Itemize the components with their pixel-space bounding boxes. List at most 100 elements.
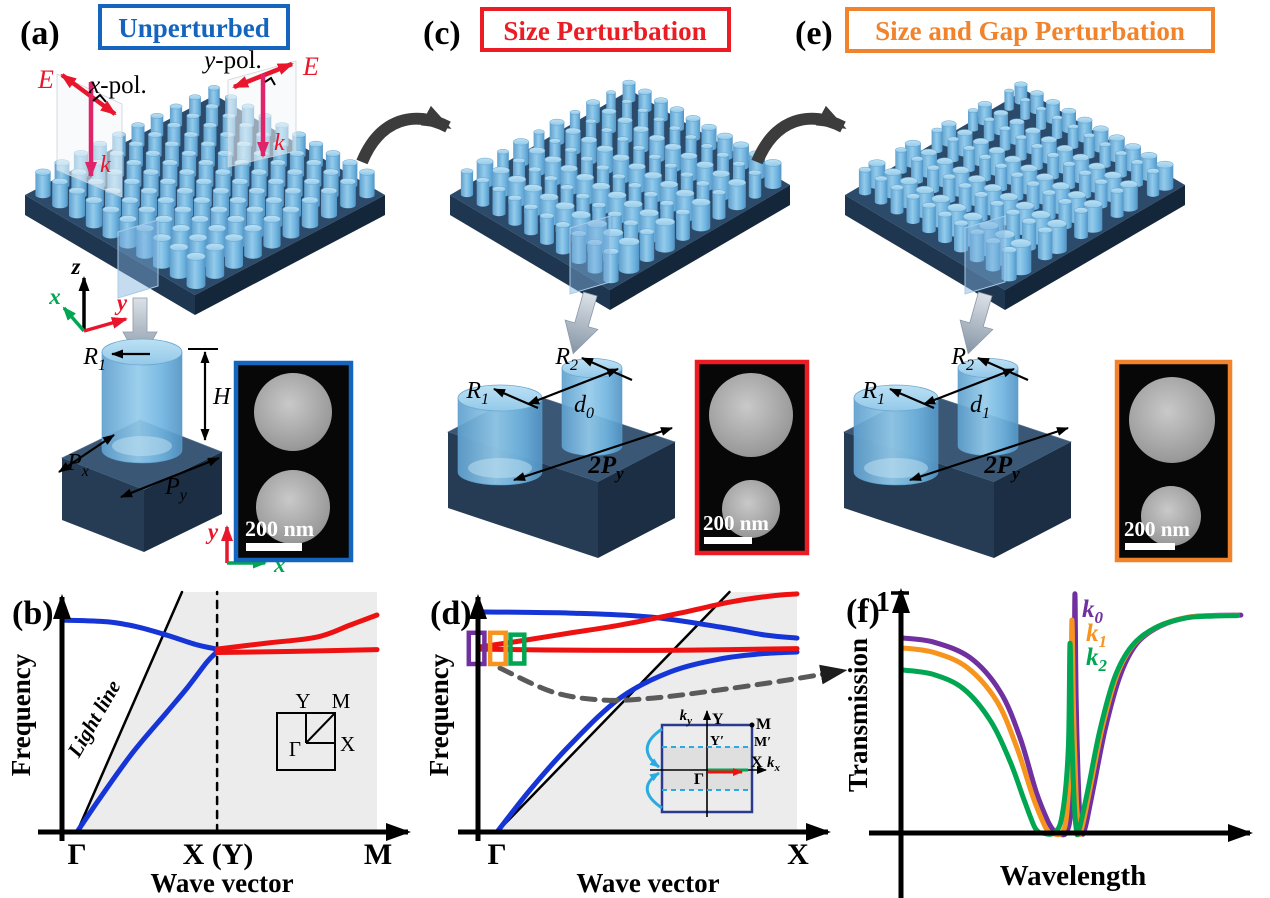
right-angle-mark	[264, 76, 276, 86]
nanopillar-top	[617, 116, 633, 124]
nanopillar-body	[119, 219, 137, 249]
unit-cell-highlight-c	[569, 215, 611, 295]
nanopillar-top	[555, 201, 575, 211]
nanopillar-top	[35, 168, 51, 176]
nanopillar-body	[225, 237, 243, 269]
sem-scale-label-e: 200 nm	[1124, 517, 1190, 541]
nanopillar-top	[999, 125, 1011, 131]
nanopillar-top	[169, 103, 183, 110]
nanopillar-top	[607, 210, 623, 218]
nanopillar-top	[983, 183, 1003, 193]
curve-blue-band-upper	[477, 609, 800, 641]
curve-guide-to-transmission	[497, 664, 848, 703]
nanopillar-top	[523, 184, 543, 193]
nanopillar-body	[460, 171, 474, 198]
nanopillar-top	[649, 134, 665, 142]
dim-label-R1: R1	[861, 378, 885, 408]
dim-label-Px: Px	[66, 450, 89, 480]
nanopillar-body	[968, 110, 979, 132]
nanopillar-top	[135, 224, 155, 233]
nanopillar-top	[1030, 90, 1044, 97]
nanopillar-top	[1083, 132, 1095, 139]
nanopillar-body	[186, 256, 206, 289]
sem-pillar-top	[254, 373, 332, 451]
nanopillar-top	[248, 187, 266, 195]
nanopillar-top	[617, 136, 629, 142]
ypol-label: y-pol.	[201, 47, 262, 74]
nanopillar-top	[560, 184, 574, 191]
nanopillar-top	[460, 168, 474, 175]
title-size-gap-perturbation: Size and Gap Perturbation	[875, 16, 1185, 46]
nanopillar-body	[102, 209, 120, 239]
nanopillar-top	[162, 159, 178, 167]
dim-arrow-Py	[120, 456, 220, 499]
nanopillar-top	[669, 106, 685, 113]
nanopillar-top	[910, 156, 924, 162]
nanopillar-top	[1130, 159, 1144, 165]
ylabel-frequency: Frequency	[424, 653, 454, 776]
nanopillar-top	[1088, 162, 1106, 171]
nanopillar-top	[51, 177, 69, 186]
nanopillar-top	[1119, 180, 1139, 189]
nanopillar-body	[263, 219, 281, 249]
nanopillar-top	[246, 205, 264, 214]
xlabel-wavelength: Wavelength	[1000, 860, 1147, 892]
nanopillar-top	[560, 164, 578, 173]
nanopillar-top	[533, 129, 545, 135]
plot-f-transmission: 1 Transmission Wavelength k0 k1 k2	[843, 587, 1253, 898]
nanopillar-top	[618, 237, 640, 247]
nanopillar-top	[639, 228, 655, 236]
nanopillar-top	[287, 168, 303, 176]
nanopillar-top	[680, 152, 698, 160]
nanopillar-body	[922, 205, 936, 234]
unit-cell-c: R1 R2 d0 2Py	[447, 344, 676, 558]
nanopillar-top	[167, 122, 181, 129]
nanopillar-top	[528, 147, 546, 155]
nanopillar-top	[1051, 182, 1071, 191]
nanopillar-body	[1146, 171, 1160, 197]
nanopillar-body	[1031, 146, 1043, 171]
nanopillar-top	[143, 168, 159, 176]
dim-label-Py: Py	[164, 474, 188, 504]
nanopillar-top	[592, 202, 606, 209]
E-label-x: E	[37, 65, 54, 94]
nanopillar-top	[654, 217, 676, 227]
dim-label-d0: d0	[574, 392, 594, 422]
nanopillar-top	[1115, 150, 1128, 156]
plot-b-band-structure: Frequency Light line Γ X (Y) M Wave vect…	[6, 590, 411, 898]
nanopillar-body	[1156, 164, 1174, 191]
nanopillar-top	[1025, 127, 1041, 135]
inset-label-ky: ky	[680, 708, 693, 727]
dim-label-R1: R1	[465, 378, 489, 408]
nanopillar-top	[952, 166, 970, 175]
nanopillar-top	[1020, 164, 1038, 173]
nanopillar-top	[922, 202, 937, 209]
nanopillar-body	[979, 157, 991, 182]
nanopillar-top	[565, 127, 581, 135]
curve-blue-band-lower	[74, 649, 220, 835]
nanopillar-top	[210, 205, 228, 214]
nanopillar-top	[1078, 170, 1092, 176]
curve-red-band-lower	[214, 647, 380, 655]
tick-gamma: Γ	[487, 838, 506, 871]
nanopillar-body	[1110, 190, 1124, 218]
nanopillar-top	[601, 127, 613, 133]
nanopillar-body	[963, 148, 975, 173]
k-sample-box	[487, 630, 508, 667]
nanopillar-top	[1045, 99, 1060, 106]
folding-arrow-upper	[645, 727, 663, 769]
nanopillar-top	[181, 150, 197, 157]
nanopillar-top	[999, 192, 1019, 202]
metasurface-array-size-gap-perturbed	[845, 81, 1185, 310]
nanopillar-top	[915, 185, 935, 194]
sem-inset-c: 200 nm	[694, 359, 810, 556]
nanopillar-body	[603, 251, 619, 284]
inset-label-Y: Y	[712, 711, 724, 728]
nanopillar-top	[1037, 226, 1053, 234]
nanopillar-body	[359, 172, 375, 199]
nanopillar-top	[972, 138, 989, 146]
nanopillar-top	[339, 177, 357, 186]
nanopillar-top	[1009, 118, 1025, 126]
title-box-unperturbed: Unperturbed	[98, 4, 290, 50]
nanopillar-top	[301, 196, 319, 204]
